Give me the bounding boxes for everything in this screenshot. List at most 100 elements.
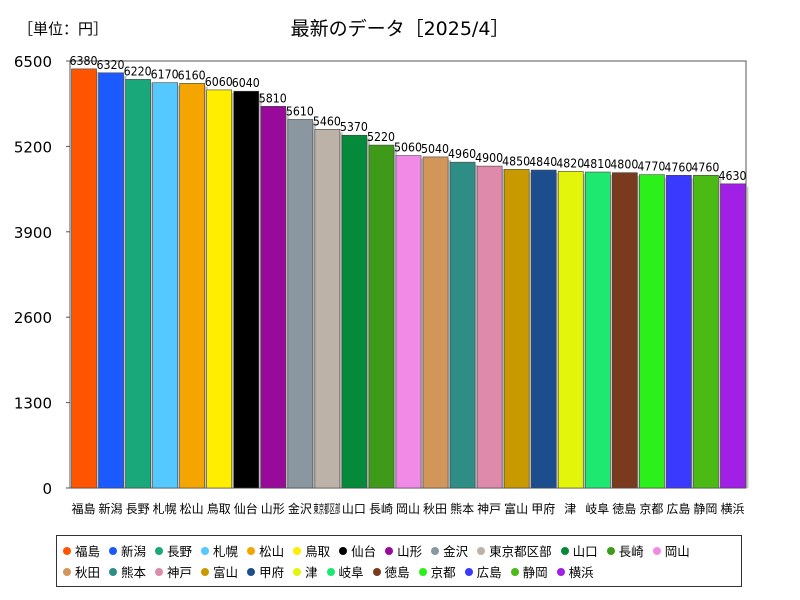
legend-marker <box>293 546 302 555</box>
legend-label: 横浜 <box>568 565 594 580</box>
value-label: 6320 <box>97 58 125 72</box>
value-label: 6170 <box>151 68 179 82</box>
bar-岡山 <box>395 155 422 489</box>
bar-岐阜 <box>584 171 611 489</box>
value-label: 5810 <box>259 91 287 105</box>
bar-鳥取 <box>206 89 233 489</box>
value-label: 6060 <box>205 75 233 89</box>
value-label: 5610 <box>286 104 314 118</box>
x-tick-label: 金沢 <box>288 501 312 516</box>
value-label: 4760 <box>664 160 692 174</box>
legend-item: 金沢 <box>431 540 468 561</box>
bar-福島 <box>71 68 97 489</box>
y-tick-label: 5200 <box>14 138 52 156</box>
legend-item: 仙台 <box>339 540 376 561</box>
legend-item: 鳥取 <box>293 540 330 561</box>
legend-item: 福島 <box>63 540 100 561</box>
x-tick-label: 横浜 <box>720 502 744 516</box>
legend-item: 札幌 <box>201 540 238 561</box>
legend-label: 鳥取 <box>305 544 331 559</box>
legend-item: 東京都区部 <box>477 540 552 561</box>
value-label: 4630 <box>718 169 746 183</box>
bar-神戸 <box>476 165 503 489</box>
legend-label: 岐阜 <box>338 565 364 580</box>
legend-label: 京都 <box>430 565 456 580</box>
value-label: 4820 <box>556 156 584 170</box>
y-tick-label: 2600 <box>14 309 52 327</box>
value-label: 5370 <box>340 120 368 134</box>
legend-label: 徳島 <box>384 565 410 580</box>
legend-marker <box>556 567 565 576</box>
legend-label: 岡山 <box>664 544 690 559</box>
legend-marker <box>247 546 256 555</box>
x-tick-label: 京都 <box>639 502 663 516</box>
legend-marker <box>652 546 661 555</box>
value-label: 4760 <box>691 160 719 174</box>
legend-label: 松山 <box>259 544 285 559</box>
x-tick-label: 山口 <box>342 502 366 516</box>
unit-label: ［単位：円］ <box>18 20 109 38</box>
x-tick-label: 静岡 <box>693 502 717 516</box>
x-tick-label: 岡山 <box>396 502 420 516</box>
bar-徳島 <box>611 172 638 489</box>
legend-marker <box>339 546 348 555</box>
chart-title: 最新のデータ［2025/4］ <box>290 18 510 40</box>
legend-label: 富山 <box>213 565 239 580</box>
x-tick-label: 熊本 <box>450 501 474 516</box>
value-label: 4960 <box>448 147 476 161</box>
value-label: 5220 <box>367 130 395 144</box>
legend-label: 金沢 <box>443 544 469 559</box>
legend-item: 津 <box>293 561 318 582</box>
legend-label: 仙台 <box>351 544 377 559</box>
x-tick-label: 長崎 <box>369 502 393 516</box>
bar-山口 <box>341 134 368 489</box>
legend-marker <box>606 546 615 555</box>
x-tick-label: 新潟 <box>99 501 123 516</box>
legend-item: 甲府 <box>247 561 284 582</box>
x-tick-label: 富山 <box>504 501 528 516</box>
bar-広島 <box>666 175 692 489</box>
legend-label: 東京都区部 <box>489 544 552 559</box>
x-tick-label: 神戸 <box>477 502 501 516</box>
legend-label: 広島 <box>476 565 502 580</box>
legend-item: 山形 <box>385 540 422 561</box>
x-axis-labels: 福島 新潟 長野 札幌 松山 鳥取 仙台 山形 金沢 東京都区部山口 長崎 岡山 秋田 熊本 神戸 富山 甲府津… <box>72 501 745 516</box>
x-tick-label: 鳥取 <box>207 501 231 516</box>
bar-札幌 <box>152 82 178 489</box>
legend-item: 広島 <box>464 561 502 582</box>
legend-label: 甲府 <box>259 565 285 580</box>
legend-item: 新潟 <box>109 540 146 561</box>
legend-marker <box>385 546 394 555</box>
bar-富山 <box>503 169 530 489</box>
value-label: 4900 <box>475 151 503 165</box>
x-tick-label: 福島 <box>72 501 96 516</box>
x-tick-label: 岐阜 <box>585 502 609 516</box>
y-tick-label: 0 <box>42 480 52 498</box>
legend-label: 熊本 <box>121 565 147 580</box>
bar-仙台 <box>233 90 260 489</box>
legend-marker <box>477 546 486 555</box>
bar-東京都区部 <box>314 129 341 489</box>
legend-label: 神戸 <box>167 565 193 580</box>
value-label: 4800 <box>610 158 638 172</box>
value-label: 4840 <box>529 155 557 169</box>
x-tick-label: 山形 <box>261 502 285 516</box>
y-tick-label: 3900 <box>14 224 52 242</box>
legend-item: 秋田 <box>63 561 100 582</box>
legend-marker <box>326 567 335 576</box>
legend-marker <box>109 546 118 555</box>
legend-marker <box>63 546 71 555</box>
bar-金沢 <box>287 119 314 489</box>
x-tick-label: 津 <box>564 502 576 516</box>
legend-label: 長野 <box>167 544 193 559</box>
legend-marker <box>431 546 440 555</box>
legend-marker <box>372 567 381 576</box>
bar-新潟 <box>98 72 124 489</box>
legend-item: 横浜 <box>556 561 594 582</box>
legend-item: 熊本 <box>109 561 146 582</box>
legend-label: 秋田 <box>75 565 101 580</box>
legend-item: 富山 <box>201 561 238 582</box>
bar-山形 <box>260 106 287 489</box>
bar-津 <box>557 171 584 489</box>
x-tick-label: 甲府 <box>531 501 555 516</box>
